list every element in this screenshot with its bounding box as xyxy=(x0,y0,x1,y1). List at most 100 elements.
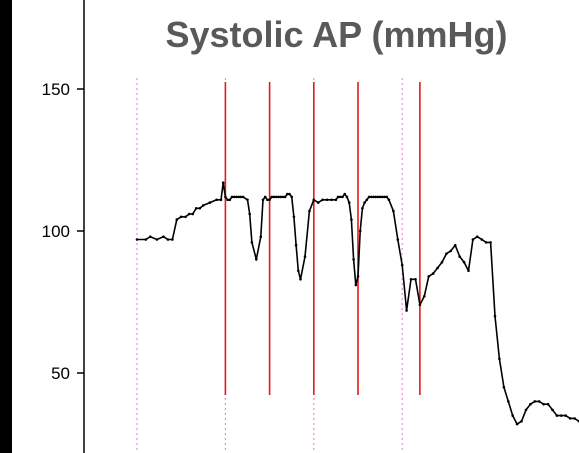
data-point xyxy=(493,314,497,318)
data-point xyxy=(381,195,384,199)
data-point xyxy=(458,255,462,258)
data-point xyxy=(405,309,408,312)
data-point xyxy=(427,275,431,278)
data-point xyxy=(489,241,492,244)
data-point xyxy=(546,402,550,406)
data-point xyxy=(194,207,198,210)
data-point xyxy=(431,272,435,275)
data-point xyxy=(524,408,528,412)
data-point xyxy=(462,260,466,264)
data-point xyxy=(385,195,389,199)
data-point xyxy=(345,195,349,199)
data-point xyxy=(149,235,152,238)
data-point xyxy=(277,195,280,199)
data-point xyxy=(387,198,391,202)
data-point xyxy=(254,258,258,261)
data-point xyxy=(352,258,355,261)
data-point xyxy=(308,209,311,213)
data-point xyxy=(449,249,453,253)
data-point xyxy=(261,198,265,202)
data-point xyxy=(299,278,302,281)
data-point xyxy=(270,195,274,199)
data-point xyxy=(283,195,287,199)
data-point xyxy=(374,195,378,199)
data-point xyxy=(215,198,218,202)
data-point xyxy=(272,195,276,199)
data-point xyxy=(221,181,225,184)
data-point xyxy=(564,414,567,417)
data-point xyxy=(339,195,342,199)
data-point xyxy=(436,266,439,270)
data-point xyxy=(529,402,532,406)
data-point xyxy=(418,303,422,307)
data-point xyxy=(573,417,576,420)
data-point xyxy=(341,195,344,199)
data-point xyxy=(396,238,400,241)
data-point xyxy=(198,207,202,210)
data-point xyxy=(184,215,187,219)
data-point xyxy=(202,204,205,207)
data-point xyxy=(294,243,298,247)
data-point xyxy=(542,402,545,406)
data-point xyxy=(347,201,351,204)
data-point xyxy=(268,198,271,202)
data-point xyxy=(281,195,285,199)
data-point xyxy=(467,269,470,273)
data-point xyxy=(155,238,159,241)
data-point xyxy=(239,195,243,199)
data-point xyxy=(162,235,165,238)
title-box: Systolic AP (mmHg) xyxy=(113,4,560,66)
data-point xyxy=(228,198,232,202)
data-point xyxy=(511,414,514,417)
data-point xyxy=(560,414,563,417)
data-point xyxy=(259,235,263,238)
data-point xyxy=(208,201,212,204)
data-point xyxy=(358,229,362,233)
data-point xyxy=(179,215,183,219)
data-point xyxy=(290,195,294,199)
data-point xyxy=(476,235,479,238)
data-point xyxy=(363,201,366,204)
data-point xyxy=(321,198,324,202)
data-point xyxy=(230,195,234,199)
data-point xyxy=(515,422,519,426)
data-point xyxy=(356,275,360,278)
data-point xyxy=(246,198,249,202)
data-point xyxy=(219,198,223,202)
data-point xyxy=(414,278,417,281)
data-point xyxy=(537,400,541,403)
data-point xyxy=(533,400,537,403)
data-point xyxy=(175,218,179,221)
data-point xyxy=(325,198,329,202)
data-point xyxy=(286,192,289,196)
y-tick-label: 150 xyxy=(42,80,70,99)
data-point xyxy=(555,414,559,417)
data-point xyxy=(445,252,448,255)
data-point xyxy=(502,385,506,389)
data-point xyxy=(237,195,240,199)
data-point xyxy=(187,212,191,216)
y-tick-label: 50 xyxy=(51,364,70,383)
plot-area xyxy=(12,0,579,453)
data-point xyxy=(144,238,148,241)
data-point xyxy=(248,212,251,216)
data-point xyxy=(370,195,373,199)
data-point xyxy=(250,241,254,244)
data-point xyxy=(350,218,353,221)
data-point xyxy=(354,283,358,287)
data-point xyxy=(279,195,282,199)
data-point xyxy=(232,195,236,199)
data-point xyxy=(409,278,413,281)
data-point xyxy=(266,198,269,202)
data-point xyxy=(235,195,238,199)
data-point xyxy=(312,198,316,202)
data-point xyxy=(191,212,194,216)
data-point xyxy=(171,238,174,241)
data-point xyxy=(297,269,300,273)
data-point xyxy=(334,198,338,202)
data-point xyxy=(568,417,572,420)
data-point xyxy=(166,238,170,241)
data-point xyxy=(361,207,364,210)
